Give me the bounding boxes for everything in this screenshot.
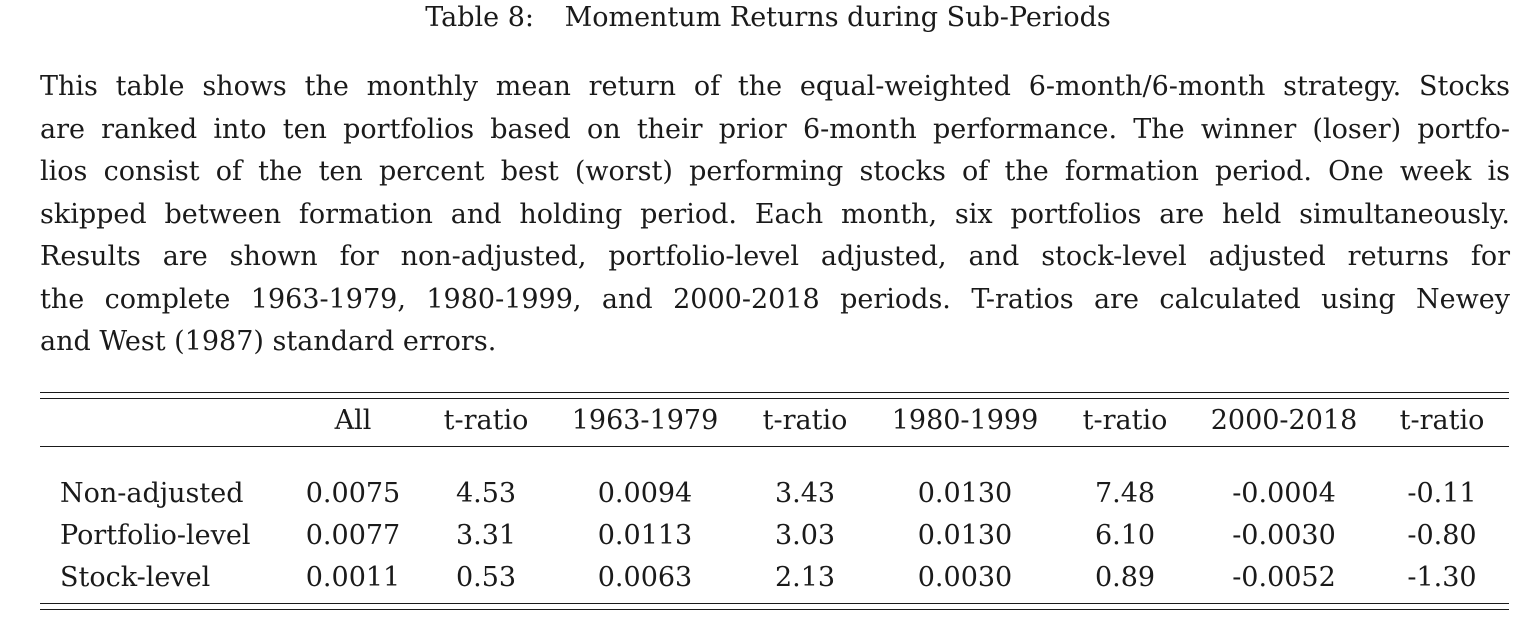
description-line: skipped between formation and holding pe… <box>40 198 1510 230</box>
table-cell: 3.31 <box>455 520 517 551</box>
description-line: are ranked into ten portfolios based on … <box>40 113 1510 145</box>
column-header: t-ratio <box>762 405 848 436</box>
table-cell: -1.30 <box>1407 562 1477 593</box>
row-label: Portfolio-level <box>60 520 251 551</box>
table-cell: 3.43 <box>774 478 836 509</box>
table-cell: 4.53 <box>455 478 517 509</box>
table-cell: -0.0030 <box>1232 520 1336 551</box>
table-cell: 7.48 <box>1094 478 1156 509</box>
table-bottom-rule <box>40 603 1509 604</box>
row-label: Non-adjusted <box>60 478 244 509</box>
table-cell: -0.11 <box>1407 478 1477 509</box>
description-line: lios consist of the ten percent best (wo… <box>40 156 1510 187</box>
table-cell: 0.0113 <box>597 520 693 551</box>
table-bottom-rule <box>40 609 1509 610</box>
column-header: t-ratio <box>443 405 529 436</box>
column-header: 2000-2018 <box>1210 405 1358 436</box>
description-line: This table shows the monthly mean return… <box>40 71 1510 102</box>
table-cell: 0.0030 <box>917 562 1013 593</box>
description-line: the complete 1963-1979, 1980-1999, and 2… <box>40 283 1510 315</box>
table-cell: -0.0052 <box>1232 562 1336 593</box>
header-rule <box>40 446 1509 447</box>
table-description: This table shows the monthly mean return… <box>40 66 1510 364</box>
table-cell: 6.10 <box>1094 520 1156 551</box>
table-number: Table 8: <box>425 2 534 33</box>
table-cell: 0.53 <box>455 562 517 593</box>
column-header: 1963-1979 <box>571 405 719 436</box>
table-cell: 0.0094 <box>597 478 693 509</box>
row-label: Stock-level <box>60 562 211 593</box>
table-cell: 0.0011 <box>305 562 401 593</box>
table-cell: -0.80 <box>1407 520 1477 551</box>
table-caption: Table 8: Momentum Returns during Sub-Per… <box>0 0 1536 36</box>
table-title: Momentum Returns during Sub-Periods <box>564 2 1111 33</box>
table-cell: 0.0130 <box>917 520 1013 551</box>
table-cell: 0.0063 <box>597 562 693 593</box>
table-cell: 3.03 <box>774 520 836 551</box>
table-top-rule <box>40 392 1509 393</box>
description-line: and West (1987) standard errors. <box>40 326 497 357</box>
column-header: All <box>334 405 372 436</box>
column-header: t-ratio <box>1082 405 1168 436</box>
table-cell: 0.0130 <box>917 478 1013 509</box>
column-header: 1980-1999 <box>891 405 1039 436</box>
table-cell: 2.13 <box>774 562 836 593</box>
table-cell: 0.89 <box>1094 562 1156 593</box>
table-top-rule <box>40 398 1509 399</box>
column-header: t-ratio <box>1399 405 1485 436</box>
description-line: Results are shown for non-adjusted, port… <box>40 241 1510 272</box>
table-cell: 0.0077 <box>305 520 401 551</box>
table-cell: 0.0075 <box>305 478 401 509</box>
table-cell: -0.0004 <box>1232 478 1336 509</box>
